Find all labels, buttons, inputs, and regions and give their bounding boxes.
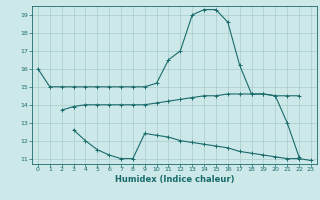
X-axis label: Humidex (Indice chaleur): Humidex (Indice chaleur) bbox=[115, 175, 234, 184]
